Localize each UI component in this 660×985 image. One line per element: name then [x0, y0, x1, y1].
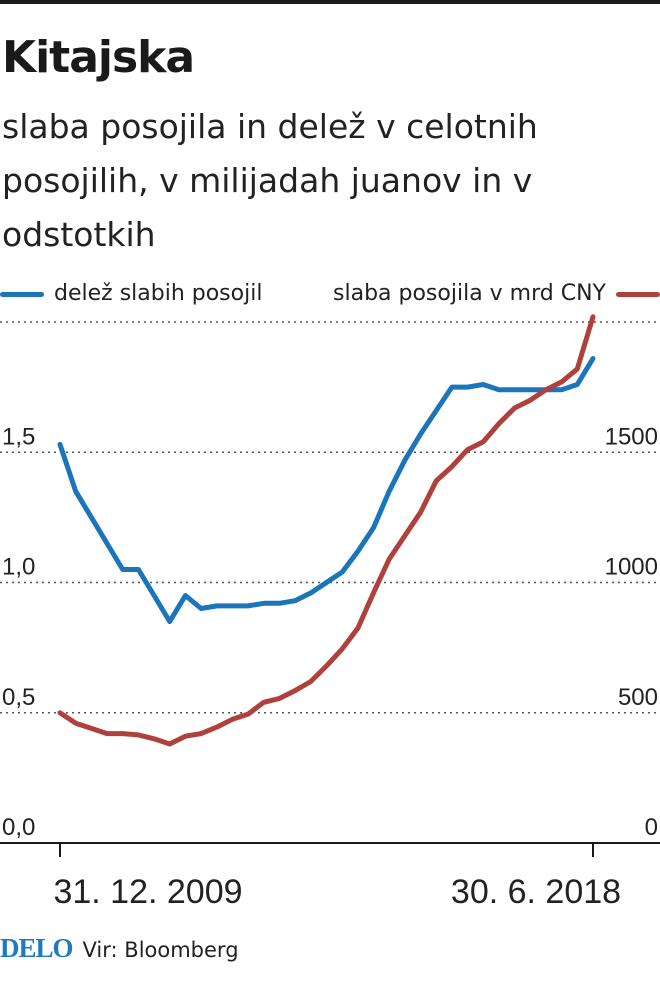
series-group	[57, 314, 596, 747]
top-rule	[0, 0, 660, 4]
y-tick-right: 0	[645, 814, 658, 841]
legend-swatch-loans	[616, 291, 660, 297]
series-line-loans	[57, 314, 596, 747]
y-tick-right: 1500	[605, 423, 658, 450]
y-axis-right: 0 500 1000 1500	[605, 423, 658, 841]
y-tick-left: 0,0	[2, 814, 35, 841]
delo-logo: DELO	[0, 933, 74, 963]
x-tick-label: 31. 12. 2009	[53, 873, 242, 911]
legend-label-loans: slaba posojila v mrd CNY	[333, 281, 606, 306]
series-line-share	[57, 356, 596, 625]
legend-label-share: delež slabih posojil	[54, 281, 263, 306]
legend-item-share: delež slabih posojil	[0, 276, 262, 312]
x-axis: 31. 12. 2009 30. 6. 2018	[53, 843, 621, 911]
source-note: Vir: Bloomberg	[82, 938, 239, 962]
y-tick-left: 1,0	[2, 554, 35, 581]
y-tick-right: 1000	[605, 554, 658, 581]
y-tick-right: 500	[618, 684, 658, 711]
legend-swatch-share	[0, 291, 44, 297]
legend-item-loans: slaba posojila v mrd CNY	[333, 276, 660, 312]
footer: DELO Vir: Bloomberg	[0, 928, 239, 968]
y-tick-left: 0,5	[2, 684, 35, 711]
chart-title: Kitajska	[2, 32, 195, 83]
y-tick-left: 1,5	[2, 423, 35, 450]
x-tick-label: 30. 6. 2018	[451, 873, 621, 911]
chart-subtitle: slaba posojila in delež v celotnih posoj…	[2, 107, 538, 254]
y-axis-left: 0,0 0,5 1,0 1,5	[2, 423, 35, 841]
